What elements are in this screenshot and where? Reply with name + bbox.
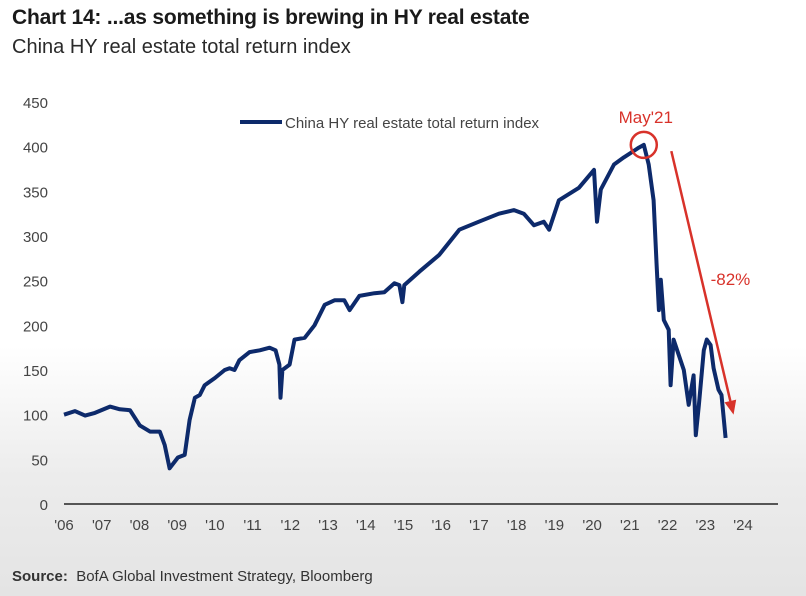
y-tick-label: 300 xyxy=(23,229,48,246)
y-tick-label: 350 xyxy=(23,184,48,201)
y-tick-label: 250 xyxy=(23,274,48,291)
y-tick-label: 150 xyxy=(23,363,48,380)
decline-percent-label: -82% xyxy=(711,270,751,289)
x-tick-label: '20 xyxy=(582,517,602,534)
y-tick-label: 0 xyxy=(40,497,48,514)
x-tick-label: '13 xyxy=(318,517,338,534)
x-tick-label: '24 xyxy=(733,517,753,534)
x-tick-label: '17 xyxy=(469,517,489,534)
x-tick-label: '14 xyxy=(356,517,376,534)
x-tick-label: '19 xyxy=(545,517,565,534)
x-tick-label: '21 xyxy=(620,517,640,534)
annotations: May'21 -82% xyxy=(619,108,751,415)
x-tick-label: '08 xyxy=(130,517,150,534)
chart-title: Chart 14: ...as something is brewing in … xyxy=(12,6,530,29)
x-tick-label: '16 xyxy=(431,517,451,534)
source-note: Source: BofA Global Investment Strategy,… xyxy=(12,568,373,585)
x-tick-label: '12 xyxy=(281,517,301,534)
peak-circle-marker xyxy=(629,130,659,160)
y-tick-label: 450 xyxy=(23,95,48,112)
x-tick-label: '23 xyxy=(695,517,715,534)
legend-label: China HY real estate total return index xyxy=(285,115,540,132)
peak-annotation-label: May'21 xyxy=(619,108,673,127)
chart-subtitle: China HY real estate total return index xyxy=(12,36,351,58)
y-tick-label: 200 xyxy=(23,318,48,335)
y-tick-label: 50 xyxy=(31,452,48,469)
x-tick-label: '06 xyxy=(54,517,74,534)
x-tick-label: '09 xyxy=(167,517,187,534)
x-tick-label: '11 xyxy=(243,517,261,534)
x-tick-label: '15 xyxy=(394,517,414,534)
x-tick-label: '18 xyxy=(507,517,527,534)
decline-arrowhead xyxy=(724,399,737,415)
legend: China HY real estate total return index xyxy=(240,115,540,132)
y-tick-label: 100 xyxy=(23,408,48,425)
x-tick-label: '22 xyxy=(658,517,678,534)
y-tick-label: 400 xyxy=(23,140,48,157)
x-tick-label: '10 xyxy=(205,517,225,534)
decline-arrow xyxy=(670,150,732,402)
source-label: Source: xyxy=(12,568,68,585)
x-axis-ticks: '06 '07 '08 '09 '10 '11 '12 '13 '14 '15 '16 '17 '18 '… xyxy=(54,517,753,534)
source-text: BofA Global Investment Strategy, Bloombe… xyxy=(76,568,373,585)
series-line-china-hy xyxy=(63,142,728,471)
y-axis-ticks: 0 50 100 150 200 250 300 350 400 450 xyxy=(23,95,48,514)
x-tick-label: '07 xyxy=(92,517,112,534)
